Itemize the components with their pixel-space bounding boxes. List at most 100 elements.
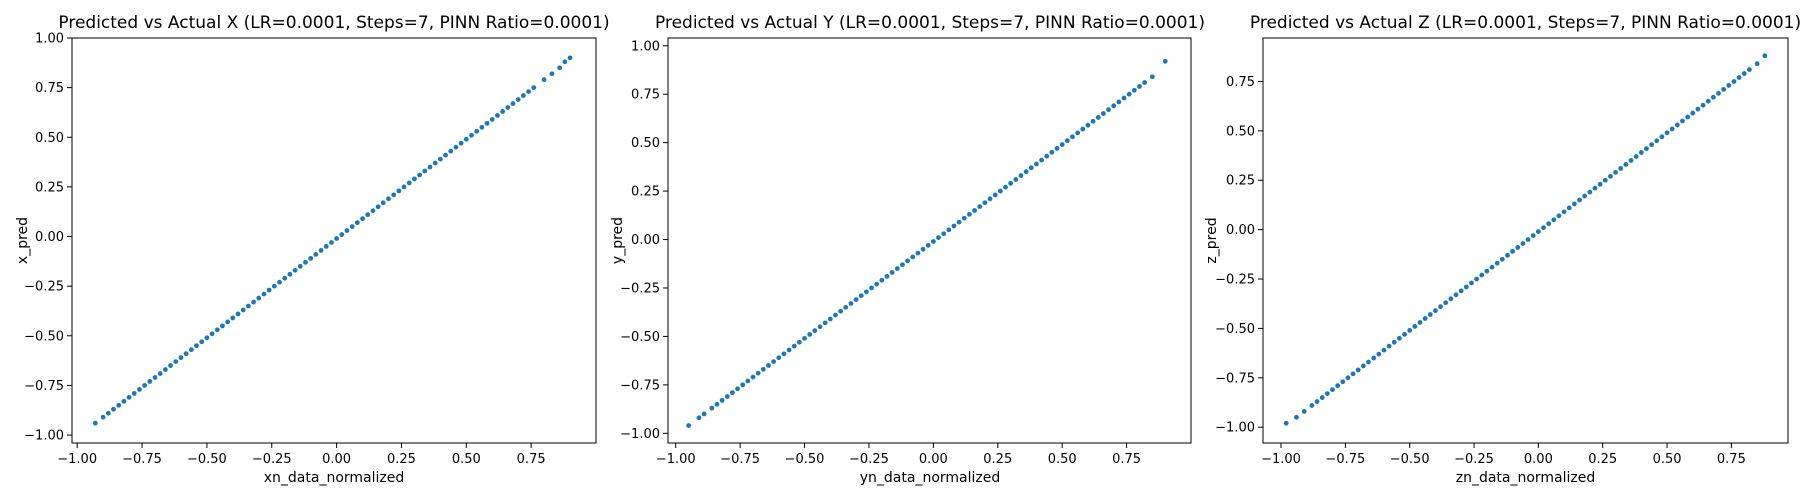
scatter-point <box>479 124 485 130</box>
scatter-point <box>443 152 448 158</box>
scatter-point <box>1566 205 1572 211</box>
scatter-point <box>334 236 339 241</box>
scatter-point <box>1741 71 1747 76</box>
x-tick-label: 0.75 <box>1112 452 1141 467</box>
scatter-point <box>750 374 756 380</box>
scatter-point <box>1137 84 1142 89</box>
scatter-point <box>251 299 256 305</box>
scatter-point <box>802 335 807 341</box>
scatter-point <box>1746 67 1752 73</box>
scatter-point <box>417 172 423 178</box>
scatter-point <box>1131 87 1137 93</box>
scatter-point <box>1669 126 1675 132</box>
y-tick-label: 0.50 <box>1226 124 1255 139</box>
scatter-point <box>781 351 787 357</box>
scatter-point <box>453 144 459 150</box>
scatter-point <box>1479 272 1485 278</box>
scatter-point <box>1556 213 1562 219</box>
y-tick-label: 0.25 <box>35 180 64 195</box>
scatter-point <box>1520 241 1526 246</box>
scatter-point <box>1736 75 1742 80</box>
scatter-point <box>822 320 828 326</box>
x-axis-label: xn_data_normalized <box>264 470 405 486</box>
scatter-point <box>271 283 277 289</box>
scatter-point <box>766 363 771 368</box>
scatter-point <box>1412 324 1418 329</box>
scatter-point <box>277 279 282 285</box>
y-tick-label: 0.00 <box>631 233 660 248</box>
scatter-point <box>771 359 777 365</box>
axes-frame <box>1262 37 1789 444</box>
x-tick-label: 0.00 <box>1524 452 1553 467</box>
scatter-point <box>1628 158 1634 163</box>
scatter-point <box>318 248 324 253</box>
scatter-point <box>956 219 962 225</box>
scatter-point <box>323 244 329 249</box>
scatter-point <box>292 267 298 273</box>
scatter-point <box>1602 177 1608 183</box>
axes-frame <box>667 37 1192 444</box>
scatter-point <box>863 289 869 295</box>
y-tick-label: −0.25 <box>24 280 64 295</box>
y-axis-ticks: −1.00 −0.75 −0.50 −0.25 0.00 0.25 0.50 0.75 1.00 <box>24 32 72 444</box>
scatter-point <box>1731 79 1737 84</box>
scatter-point <box>360 216 365 222</box>
scatter-point <box>1469 280 1474 286</box>
scatter-point <box>168 363 173 368</box>
scatter-point <box>1489 264 1495 270</box>
scatter-point <box>1121 95 1127 101</box>
scatter-point <box>448 148 454 154</box>
scatter-point <box>549 71 555 77</box>
scatter-point <box>1142 80 1148 85</box>
subplot-title: Predicted vs Actual Y (LR=0.0001, Steps=… <box>655 13 1205 33</box>
scatter-point <box>1458 288 1464 294</box>
scatter-point <box>1319 395 1325 400</box>
x-tick-label: 0.25 <box>387 452 416 467</box>
scatter-point <box>930 239 936 244</box>
scatter-point <box>365 212 371 218</box>
scatter-point <box>817 324 823 330</box>
scatter-point <box>427 164 433 170</box>
scatter-point <box>1633 154 1639 159</box>
subplot-x: Predicted vs Actual X (LR=0.0001, Steps=… <box>15 13 610 486</box>
scatter-point <box>1541 225 1546 231</box>
scatter-point <box>1075 130 1081 136</box>
x-tick-label: 0.25 <box>1588 452 1617 467</box>
scatter-point <box>209 331 215 337</box>
scatter-point <box>1070 134 1075 140</box>
y-tick-label: −0.25 <box>620 281 660 296</box>
scatter-point <box>1571 201 1577 207</box>
scatter-point <box>884 273 890 279</box>
scatter-point <box>386 196 391 202</box>
x-tick-label: 0.50 <box>1048 452 1077 467</box>
scatter-point <box>1085 122 1091 128</box>
scatter-point <box>905 258 911 264</box>
scatter-point <box>1754 61 1760 67</box>
scatter-point <box>131 390 137 396</box>
scatter-point <box>557 65 563 71</box>
scatter-point <box>719 397 725 403</box>
scatter-point <box>526 89 531 95</box>
scatter-point <box>1003 184 1008 190</box>
scatter-point <box>1090 118 1096 124</box>
scatter-point <box>495 113 500 118</box>
x-tick-label: −0.50 <box>785 452 825 467</box>
scatter-point <box>1330 387 1335 393</box>
scatter-point <box>297 263 303 269</box>
scatter-point <box>1049 149 1055 155</box>
x-tick-label: 0.00 <box>322 452 351 467</box>
scatter-point <box>1644 146 1649 152</box>
scatter-point <box>1443 300 1449 306</box>
scatter-point <box>474 128 480 134</box>
x-tick-label: 0.75 <box>517 452 546 467</box>
x-tick-label: −1.00 <box>1261 452 1301 467</box>
scatter-point <box>380 200 386 206</box>
x-axis-label: zn_data_normalized <box>1456 470 1596 486</box>
scatter-point <box>531 85 537 91</box>
scatter-point <box>1484 268 1490 274</box>
scatter-point <box>760 366 766 372</box>
scatter-point <box>920 246 926 252</box>
scatter-point <box>256 295 262 301</box>
x-tick-label: 0.50 <box>452 452 481 467</box>
scatter-point <box>1360 363 1366 369</box>
